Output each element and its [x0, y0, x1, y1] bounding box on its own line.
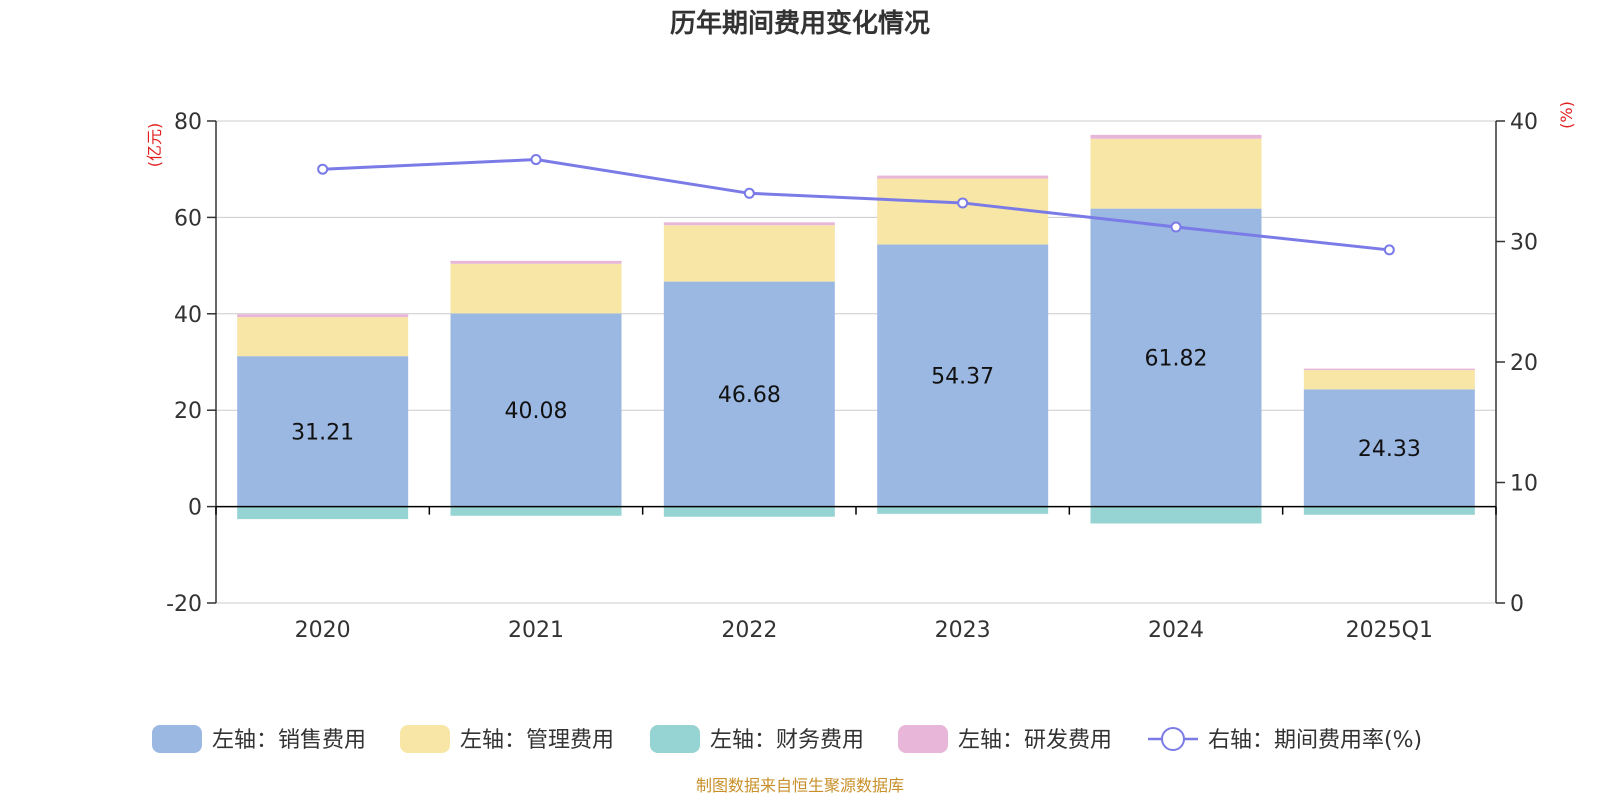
bar-series [237, 134, 1475, 524]
legend-label: 左轴：研发费用 [958, 728, 1112, 753]
x-category-label: 2020 [295, 618, 351, 643]
left-tick-label: 80 [174, 110, 202, 135]
bar-2021-series-2 [450, 506, 622, 516]
bar-2025Q1-series-1 [1303, 370, 1475, 390]
x-category-label: 2023 [935, 618, 991, 643]
bar-2025Q1-series-0 [1303, 389, 1475, 507]
legend-label: 左轴：管理费用 [460, 728, 614, 753]
x-category-label: 2025Q1 [1346, 618, 1433, 643]
right-tick-label: 10 [1510, 472, 1538, 497]
right-tick-label: 0 [1510, 592, 1524, 617]
legend-label: 左轴：财务费用 [710, 728, 864, 753]
left-tick-label: -20 [166, 592, 202, 617]
left-tick-label: 0 [188, 496, 202, 521]
bar-2022-series-3 [663, 222, 835, 226]
bar-2023-series-1 [877, 178, 1049, 245]
x-category-label: 2022 [721, 618, 777, 643]
bar-label-2020: 31.21 [291, 420, 354, 445]
axes: 80 60 40 20 0 -20 40 30 20 10 0 2020 2021 2022 2023 202… [166, 110, 1538, 643]
bar-label-2025Q1: 24.33 [1358, 437, 1421, 462]
x-category-label: 2021 [508, 618, 564, 643]
rate-point-2020 [317, 163, 329, 175]
left-tick-label: 60 [174, 206, 202, 231]
bar-2021-series-0 [450, 313, 622, 507]
bar-2020-series-3 [237, 314, 409, 318]
left-tick-label: 40 [174, 303, 202, 328]
legend-swatch-3 [898, 725, 948, 753]
x-category-label: 2024 [1148, 618, 1204, 643]
legend-swatch-1 [400, 725, 450, 753]
rate-point-2024 [1170, 221, 1182, 233]
bar-2020-series-0 [237, 356, 409, 507]
legend: 左轴：销售费用 左轴：管理费用 左轴：财务费用 左轴：研发费用 右轴：期间费用率(%) [152, 725, 1422, 753]
legend-label: 右轴：期间费用率(%) [1208, 728, 1422, 753]
right-tick-label: 30 [1510, 231, 1538, 256]
bar-2022-series-1 [663, 225, 835, 282]
bar-label-2021: 40.08 [505, 399, 568, 424]
bar-2022-series-2 [663, 506, 835, 517]
bar-2024-series-0 [1090, 208, 1262, 507]
legend-swatch-2 [650, 725, 700, 753]
expense-rate-line [317, 154, 1395, 256]
bar-2023-series-2 [877, 506, 1049, 514]
bar-2023-series-3 [877, 175, 1049, 179]
bar-2024-series-2 [1090, 506, 1262, 524]
left-tick-label: 20 [174, 399, 202, 424]
bar-2024-series-3 [1090, 134, 1262, 139]
bar-value-labels: 31.21 40.08 46.68 54.37 61.82 24.33 [291, 347, 1421, 462]
rate-point-2021 [530, 154, 542, 166]
bar-2023-series-0 [877, 244, 1049, 507]
bar-2021-series-1 [450, 263, 622, 314]
right-tick-label: 20 [1510, 351, 1538, 376]
legend-swatch-marker [1161, 727, 1185, 751]
bar-2025Q1-series-2 [1303, 506, 1475, 515]
legend-label: 左轴：销售费用 [212, 728, 366, 753]
expense-rate-polyline [322, 158, 1390, 252]
right-tick-label: 40 [1510, 110, 1538, 135]
right-axis-unit: (%) [1557, 101, 1576, 129]
bar-label-2024: 61.82 [1145, 347, 1208, 372]
bar-2025Q1-series-3 [1303, 368, 1475, 371]
bar-label-2023: 54.37 [931, 365, 994, 390]
rate-point-2023 [957, 197, 969, 209]
grid-lines [216, 120, 1496, 604]
bar-2020-series-1 [237, 317, 409, 357]
rate-point-2025Q1 [1383, 244, 1395, 256]
data-source-note: 制图数据来自恒生聚源数据库 [696, 776, 904, 795]
bar-2024-series-1 [1090, 138, 1262, 209]
chart-title: 历年期间费用变化情况 [670, 8, 930, 39]
bar-2020-series-2 [237, 506, 409, 520]
bar-2021-series-3 [450, 260, 622, 264]
left-axis-unit: (亿元) [145, 123, 164, 168]
legend-swatch-0 [152, 725, 202, 753]
rate-point-2022 [743, 187, 755, 199]
bar-label-2022: 46.68 [718, 383, 781, 408]
bar-2022-series-0 [663, 281, 835, 507]
